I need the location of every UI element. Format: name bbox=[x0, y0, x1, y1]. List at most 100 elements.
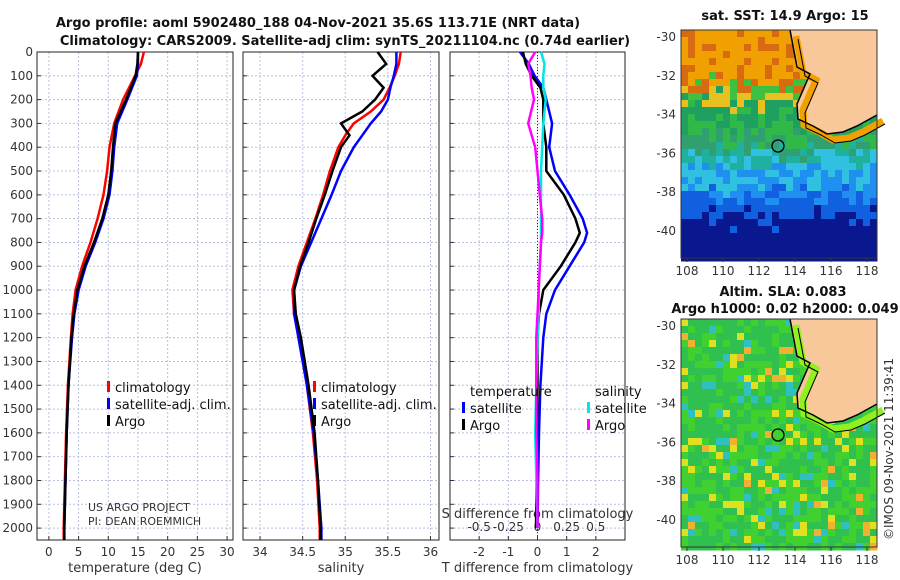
map-cell bbox=[744, 212, 752, 220]
map-cell bbox=[842, 156, 850, 164]
map-cell bbox=[723, 121, 731, 129]
map-cell bbox=[849, 515, 857, 523]
y-tick-label: 1700 bbox=[2, 450, 33, 464]
map-cell bbox=[870, 114, 878, 122]
map-cell bbox=[723, 219, 731, 227]
map-cell bbox=[779, 212, 787, 220]
map-cell bbox=[842, 198, 850, 206]
map-cell bbox=[737, 86, 745, 94]
map-cell bbox=[772, 163, 780, 171]
map-cell bbox=[863, 466, 871, 474]
map-cell bbox=[695, 149, 703, 157]
map-cell bbox=[779, 135, 787, 143]
map-cell bbox=[758, 340, 766, 348]
map-cell bbox=[751, 410, 759, 418]
map-cell bbox=[702, 72, 710, 80]
map-cell bbox=[758, 219, 766, 227]
map-cell bbox=[681, 65, 689, 73]
map-cell bbox=[716, 473, 724, 481]
map-cell bbox=[751, 389, 759, 397]
map-cell bbox=[737, 184, 745, 192]
map-cell bbox=[807, 445, 815, 453]
map-cell bbox=[758, 403, 766, 411]
map-cell bbox=[709, 438, 717, 446]
map-cell bbox=[709, 93, 717, 101]
map-cell bbox=[849, 529, 857, 537]
map-cell bbox=[779, 170, 787, 178]
map-cell bbox=[716, 382, 724, 390]
map-cell bbox=[863, 156, 871, 164]
map-cell bbox=[786, 72, 794, 80]
map-cell bbox=[765, 466, 773, 474]
x-tick-label: 0 bbox=[534, 545, 542, 559]
map-cell bbox=[688, 247, 696, 255]
map-cell bbox=[828, 438, 836, 446]
map-cell bbox=[842, 515, 850, 523]
map-cell bbox=[695, 219, 703, 227]
map-cell bbox=[793, 191, 801, 199]
map-cell bbox=[863, 410, 871, 418]
map-cell bbox=[751, 333, 759, 341]
map-cell bbox=[786, 37, 794, 45]
map-cell bbox=[709, 205, 717, 213]
map-cell bbox=[758, 382, 766, 390]
map-cell bbox=[849, 466, 857, 474]
map-cell bbox=[730, 515, 738, 523]
y-tick-label: 1100 bbox=[2, 307, 33, 321]
map-cell bbox=[751, 107, 759, 115]
map-cell bbox=[786, 403, 794, 411]
map-cell bbox=[695, 487, 703, 495]
map-cell bbox=[681, 128, 689, 136]
map-cell bbox=[856, 163, 864, 171]
map-cell bbox=[870, 177, 878, 185]
map-cell bbox=[800, 212, 808, 220]
map-cell bbox=[793, 466, 801, 474]
map-cell bbox=[779, 100, 787, 108]
map-cell bbox=[709, 226, 717, 234]
map-cell bbox=[828, 536, 836, 544]
map-cell bbox=[821, 156, 829, 164]
map-cell bbox=[744, 205, 752, 213]
map-cell bbox=[688, 333, 696, 341]
map-cell bbox=[730, 417, 738, 425]
map-cell bbox=[730, 121, 738, 129]
map-cell bbox=[744, 37, 752, 45]
map-cell bbox=[779, 347, 787, 355]
map-cell bbox=[716, 100, 724, 108]
map-cell bbox=[870, 184, 878, 192]
map-cell bbox=[744, 445, 752, 453]
map-cell bbox=[709, 44, 717, 52]
map-cell bbox=[751, 135, 759, 143]
map-cell bbox=[786, 219, 794, 227]
map-cell bbox=[751, 438, 759, 446]
map-cell bbox=[779, 340, 787, 348]
map-cell bbox=[751, 368, 759, 376]
map-cell bbox=[751, 121, 759, 129]
map-cell bbox=[723, 382, 731, 390]
map-cell bbox=[737, 93, 745, 101]
map-cell bbox=[744, 177, 752, 185]
map-cell bbox=[744, 382, 752, 390]
map-cell bbox=[856, 156, 864, 164]
map-cell bbox=[793, 494, 801, 502]
map-cell bbox=[702, 93, 710, 101]
map-cell bbox=[800, 233, 808, 241]
map-cell bbox=[716, 424, 724, 432]
map-cell bbox=[723, 473, 731, 481]
map-cell bbox=[716, 445, 724, 453]
map-cell bbox=[695, 163, 703, 171]
map-cell bbox=[786, 459, 794, 467]
map-cell bbox=[765, 326, 773, 334]
map-cell bbox=[688, 466, 696, 474]
map-cell bbox=[772, 247, 780, 255]
map-cell bbox=[744, 65, 752, 73]
map-cell bbox=[765, 438, 773, 446]
map-cell bbox=[814, 135, 822, 143]
map-cell bbox=[821, 466, 829, 474]
map-cell bbox=[730, 438, 738, 446]
map-cell bbox=[695, 233, 703, 241]
map-cell bbox=[828, 452, 836, 460]
map-cell bbox=[744, 424, 752, 432]
map-cell bbox=[681, 431, 689, 439]
map-cell bbox=[863, 508, 871, 516]
